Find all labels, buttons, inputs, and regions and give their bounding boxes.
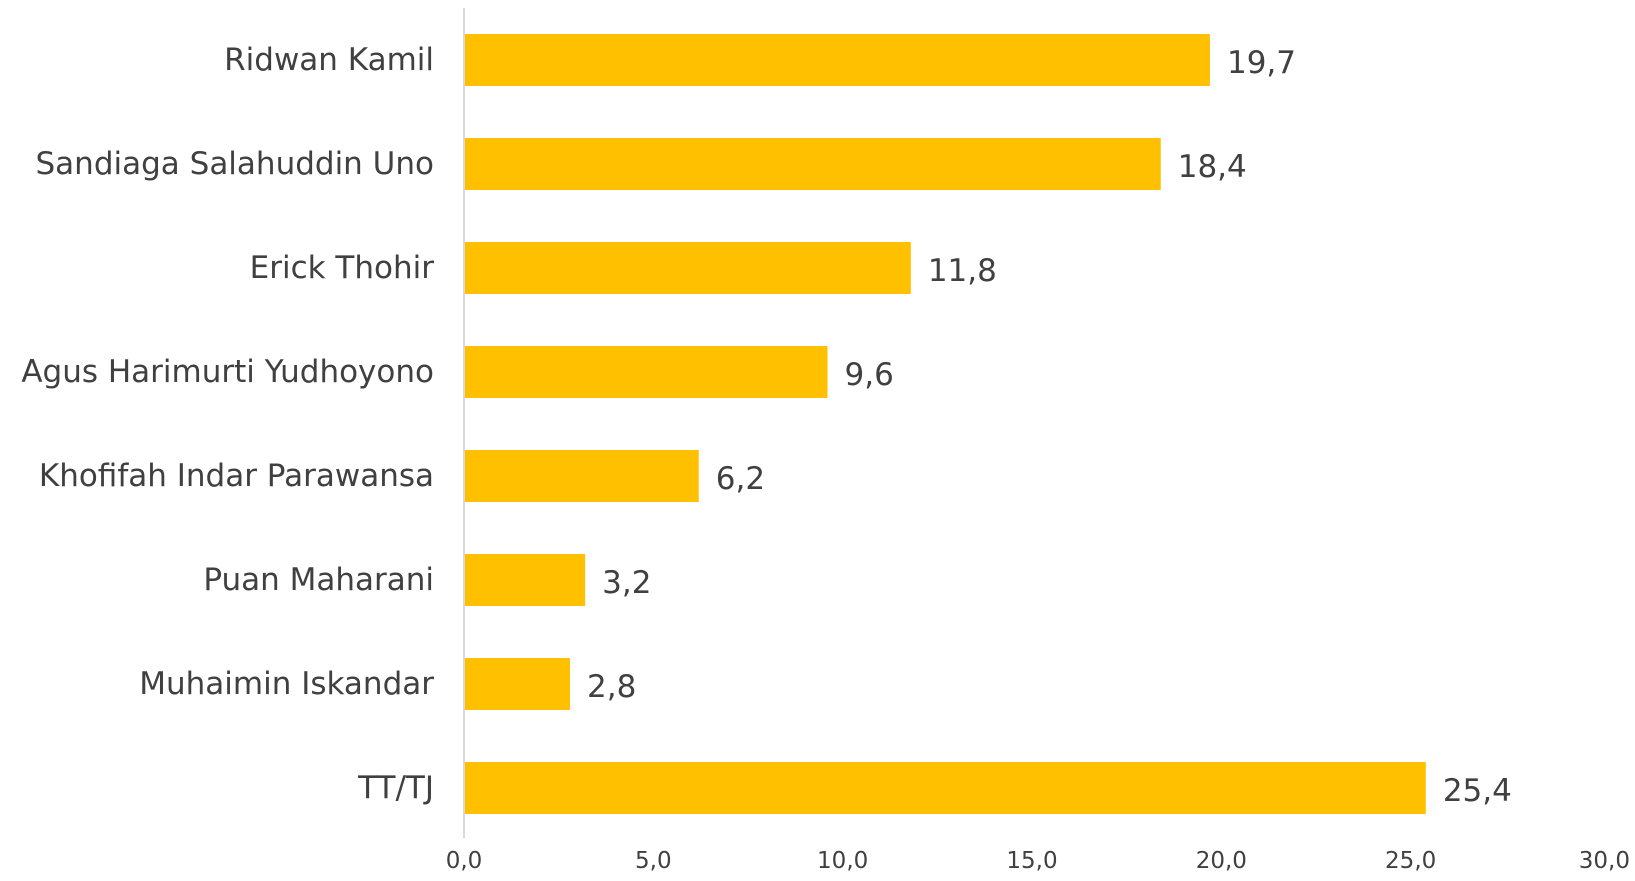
bar xyxy=(464,762,1426,814)
category-label: Khofifah Indar Parawansa xyxy=(39,458,434,494)
value-label: 19,7 xyxy=(1227,45,1296,81)
bar xyxy=(464,554,586,606)
value-label: 9,6 xyxy=(845,357,894,393)
category-label: Erick Thohir xyxy=(250,250,435,286)
x-tick-label: 25,0 xyxy=(1385,848,1436,874)
value-label: 3,2 xyxy=(602,565,651,601)
x-tick-labels-group: 0,0 5,0 10,0 15,0 20,0 25,0 30,0 xyxy=(446,848,1630,874)
value-label: 6,2 xyxy=(716,461,765,497)
value-label: 18,4 xyxy=(1178,149,1247,185)
bar xyxy=(464,34,1210,86)
bar xyxy=(464,346,828,398)
category-label: Sandiaga Salahuddin Uno xyxy=(36,146,435,182)
category-label: Agus Harimurti Yudhoyono xyxy=(21,354,434,390)
x-tick-label: 5,0 xyxy=(635,848,672,874)
x-tick-label: 15,0 xyxy=(1006,848,1057,874)
category-label: Muhaimin Iskandar xyxy=(139,666,434,702)
value-labels-group: 19,7 18,4 11,8 9,6 6,2 3,2 2,8 25,4 xyxy=(587,45,1512,809)
category-labels-group: Ridwan Kamil Sandiaga Salahuddin Uno Erick… xyxy=(21,42,434,806)
bar xyxy=(464,242,911,294)
x-tick-label: 10,0 xyxy=(817,848,868,874)
x-tick-label: 20,0 xyxy=(1196,848,1247,874)
bar xyxy=(464,138,1161,190)
category-label: TT/TJ xyxy=(357,770,434,806)
category-label: Puan Maharani xyxy=(203,562,434,598)
x-tick-label: 0,0 xyxy=(446,848,483,874)
category-label: Ridwan Kamil xyxy=(224,42,434,78)
value-label: 11,8 xyxy=(928,253,997,289)
bars-group xyxy=(464,34,1426,814)
bar xyxy=(464,450,699,502)
value-label: 2,8 xyxy=(587,669,636,705)
value-label: 25,4 xyxy=(1443,773,1512,809)
bar xyxy=(464,658,571,710)
x-tick-label: 30,0 xyxy=(1579,848,1630,874)
